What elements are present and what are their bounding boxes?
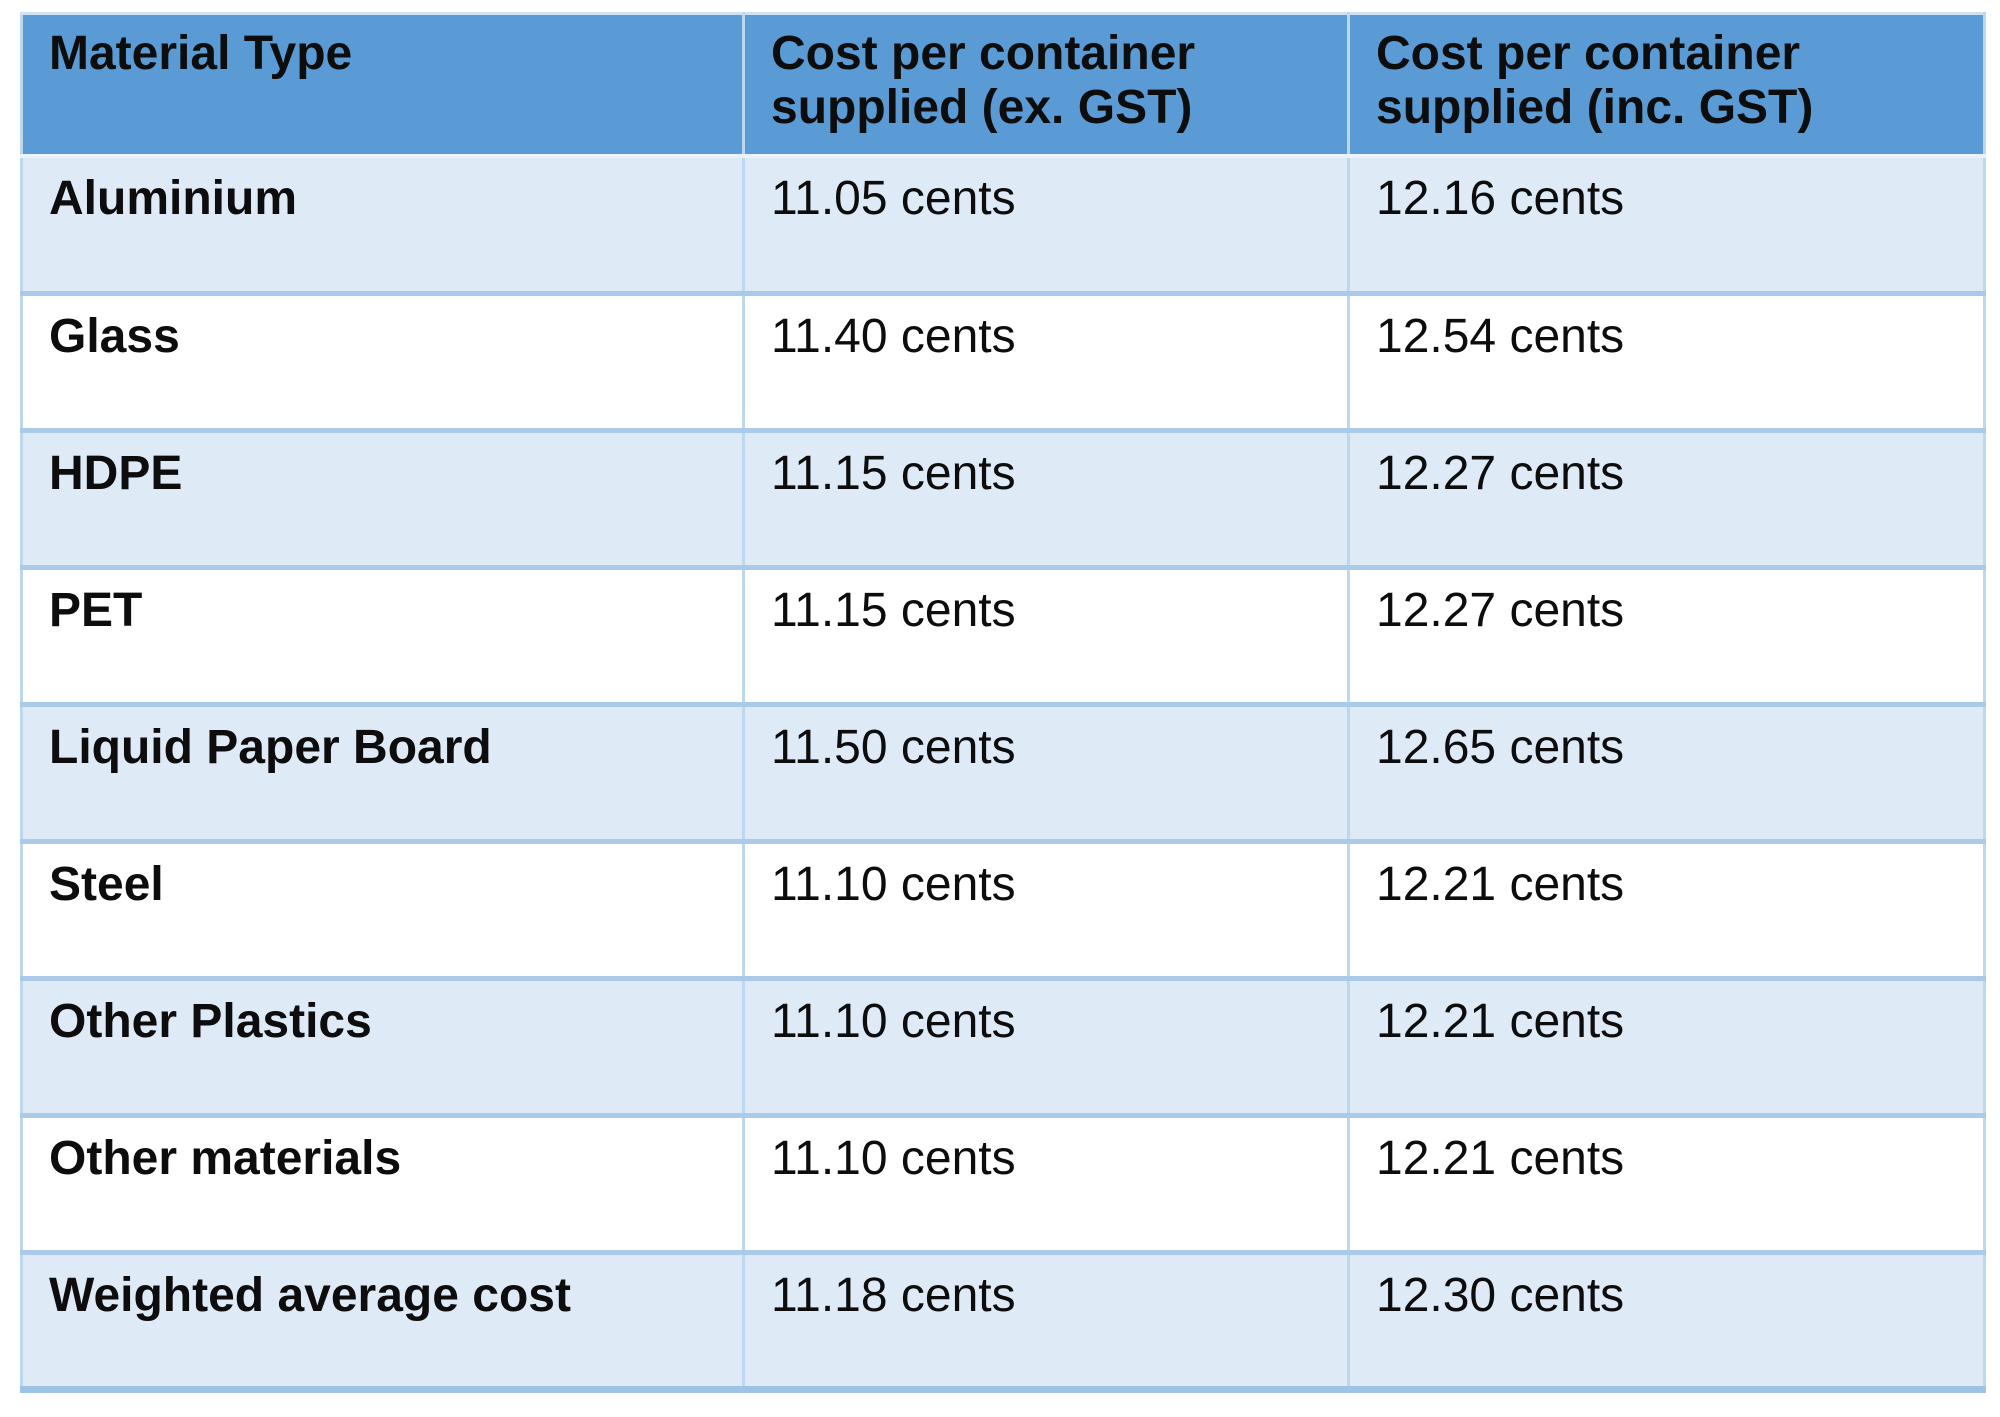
cost-per-container-table: Material Type Cost per container supplie… [20,12,1986,1393]
ex-gst-cell: 11.40 cents [742,290,1349,430]
inc-gst-cell: 12.21 cents [1347,975,1985,1115]
ex-gst-cell: 11.10 cents [742,838,1349,978]
ex-gst-cell: 11.10 cents [742,975,1349,1115]
inc-gst-cell: 12.54 cents [1347,290,1985,430]
inc-gst-cell: 12.21 cents [1347,838,1985,978]
table-row-steel: Steel 11.10 cents 12.21 cents [21,838,1985,978]
inc-gst-cell: 12.27 cents [1347,564,1985,704]
material-cell: Glass [21,290,744,430]
material-cell: Other materials [21,1112,744,1252]
column-header-cost-inc-gst: Cost per container supplied (inc. GST) [1347,13,1985,158]
ex-gst-cell: 11.15 cents [742,427,1349,567]
table-header: Material Type Cost per container supplie… [21,13,1985,158]
ex-gst-cell: 11.10 cents [742,1112,1349,1252]
table-row-liquid-paper-board: Liquid Paper Board 11.50 cents 12.65 cen… [21,701,1985,841]
inc-gst-cell: 12.27 cents [1347,427,1985,567]
column-header-cost-ex-gst: Cost per container supplied (ex. GST) [742,13,1349,158]
table-row-pet: PET 11.15 cents 12.27 cents [21,564,1985,704]
table-header-row: Material Type Cost per container supplie… [21,13,1985,158]
ex-gst-cell: 11.15 cents [742,564,1349,704]
table-row-other-materials: Other materials 11.10 cents 12.21 cents [21,1112,1985,1252]
material-cell: PET [21,564,744,704]
inc-gst-cell: 12.65 cents [1347,701,1985,841]
material-cell: Liquid Paper Board [21,701,744,841]
ex-gst-cell: 11.05 cents [742,156,1349,293]
material-cell: HDPE [21,427,744,567]
material-cell: Steel [21,838,744,978]
inc-gst-cell: 12.30 cents [1347,1249,1985,1389]
table-row-other-plastics: Other Plastics 11.10 cents 12.21 cents [21,975,1985,1115]
column-header-material-type: Material Type [21,13,744,158]
inc-gst-cell: 12.21 cents [1347,1112,1985,1252]
table-body: Aluminium 11.05 cents 12.16 cents Glass … [21,156,1985,1389]
table-row-hdpe: HDPE 11.15 cents 12.27 cents [21,427,1985,567]
table-row-glass: Glass 11.40 cents 12.54 cents [21,290,1985,430]
material-cell: Weighted average cost [21,1249,744,1389]
table-row-weighted-average-cost: Weighted average cost 11.18 cents 12.30 … [21,1249,1985,1389]
ex-gst-cell: 11.18 cents [742,1249,1349,1389]
material-cell: Other Plastics [21,975,744,1115]
ex-gst-cell: 11.50 cents [742,701,1349,841]
material-cell: Aluminium [49,172,297,225]
table-row-aluminium: Aluminium 11.05 cents 12.16 cents [21,156,1985,293]
inc-gst-cell: 12.16 cents [1347,156,1985,293]
